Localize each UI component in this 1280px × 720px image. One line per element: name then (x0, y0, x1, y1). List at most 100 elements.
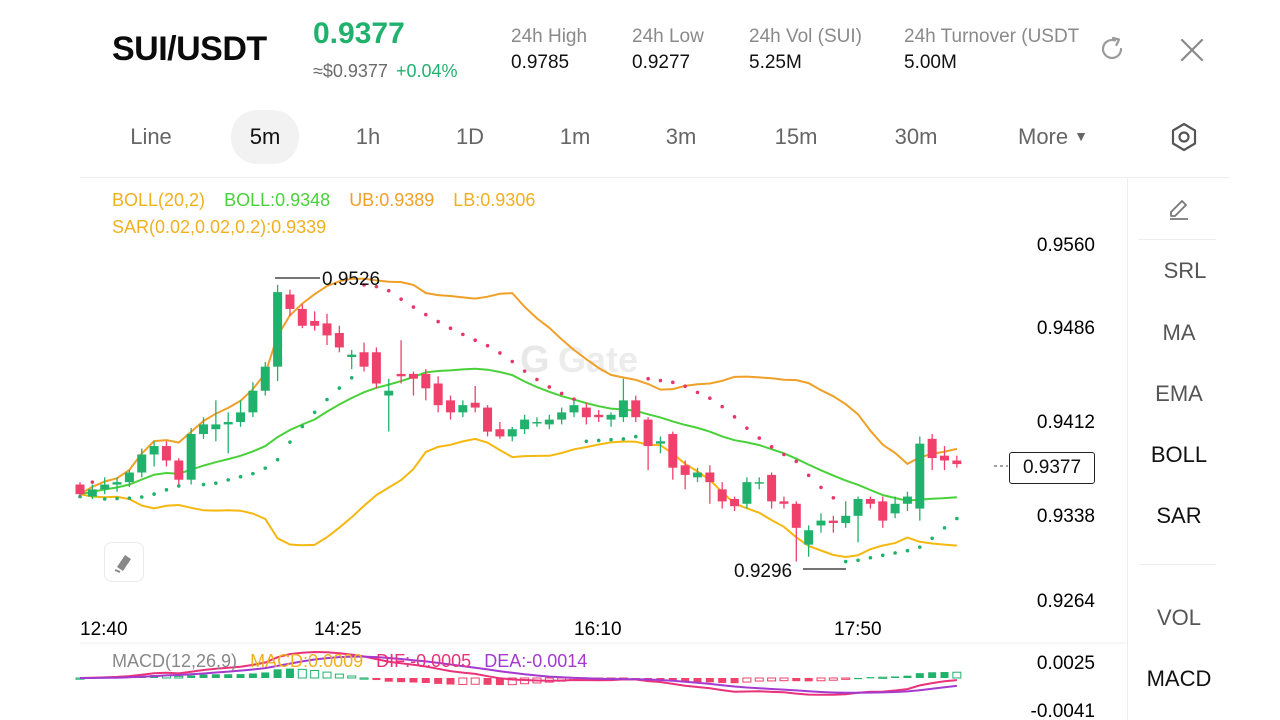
sidebar-item-vol[interactable]: VOL (1156, 605, 1202, 630)
boll-value: BOLL:0.9348 (224, 190, 331, 210)
candle-body (371, 352, 381, 384)
tab-1m[interactable]: 1m (559, 124, 591, 149)
close-icon[interactable] (1178, 36, 1206, 64)
lb-value: LB:0.9306 (453, 190, 536, 210)
sar-dot (547, 385, 552, 389)
candle-body (149, 446, 159, 455)
candle-body (495, 429, 505, 437)
candle-body (124, 472, 134, 483)
macd-bar (236, 674, 245, 678)
candle-body (223, 422, 233, 425)
sar-dots (78, 283, 959, 564)
candle (297, 304, 307, 329)
sar-dot (300, 424, 305, 429)
sar-dot (609, 437, 613, 442)
candle-body (878, 501, 888, 521)
sidebar-item-ma[interactable]: MA (1162, 320, 1196, 345)
sidebar-item-boll[interactable]: BOLL (1150, 442, 1208, 467)
candle (211, 400, 221, 442)
stat-volume: 24h Vol (SUI) 5.25M (749, 26, 862, 74)
sidebar-item-sar[interactable]: SAR (1156, 503, 1202, 528)
candle (507, 426, 517, 442)
sar-dot (386, 288, 391, 293)
macd-bar (779, 677, 789, 682)
macd-bar (816, 677, 826, 682)
candle-body (421, 373, 431, 389)
candle-body (507, 429, 517, 437)
candle-body (791, 503, 801, 528)
time-tick: 17:50 (834, 619, 882, 640)
macd-bar (940, 672, 949, 678)
candle-body (285, 294, 295, 309)
tab-5m[interactable]: 5m (231, 110, 299, 164)
tab-line[interactable]: Line (130, 124, 172, 149)
candle-body (668, 434, 678, 468)
candle-body (841, 515, 851, 524)
sar-dot (522, 369, 527, 373)
candlestick-chart[interactable]: G Gate 0.9526 0.9296 0.9560 0.9486 0.941… (0, 0, 1128, 720)
candle-body (828, 520, 838, 524)
candle (594, 409, 604, 422)
price-change: +0.04% (395, 61, 458, 81)
tab-15m[interactable]: 15m (774, 124, 818, 149)
edit-icon[interactable] (1166, 196, 1192, 222)
candle (520, 414, 530, 435)
candle (878, 496, 888, 528)
sidebar-item-macd[interactable]: MACD (1146, 666, 1212, 691)
candle-body (470, 402, 480, 408)
macd-name: MACD(12,26,9) (112, 651, 238, 671)
sar-dot (695, 390, 700, 395)
sar-dot (362, 283, 366, 287)
sar-dot (769, 445, 774, 449)
candle (260, 361, 270, 396)
tab-1d[interactable]: 1D (455, 124, 485, 149)
sar-dot (905, 548, 910, 553)
macd-bar (458, 677, 468, 685)
tab-3m[interactable]: 3m (665, 124, 697, 149)
candle (767, 472, 777, 509)
macd-bar (199, 674, 208, 678)
candle (902, 491, 912, 511)
candle (495, 422, 505, 439)
sar-dot (819, 485, 823, 490)
candles (75, 284, 962, 562)
sar-dot (584, 439, 589, 444)
candle-body (384, 390, 394, 396)
candle-body (693, 472, 702, 478)
sar-dot (275, 457, 280, 462)
candle (433, 376, 443, 413)
macd-bar (372, 678, 381, 681)
macd-bar (483, 678, 492, 685)
refresh-icon[interactable] (1097, 34, 1127, 64)
sar-dot (782, 452, 786, 457)
settings-icon[interactable] (1168, 121, 1200, 153)
draw-tool-button[interactable] (104, 542, 144, 582)
candle (693, 467, 702, 483)
macd-bar (718, 678, 727, 683)
candle-body (273, 292, 283, 367)
macd-bar (928, 672, 937, 678)
stat-value: 0.9277 (632, 52, 691, 73)
stat-turnover: 24h Turnover (USDT 5.00M (904, 26, 1086, 74)
macd-bar (656, 678, 665, 680)
draw-tool-icon (114, 555, 131, 573)
candle (310, 311, 320, 331)
tab-30m[interactable]: 30m (894, 124, 938, 149)
stat-value: 5.00M (904, 52, 957, 73)
candle (606, 412, 616, 427)
macd-bar (297, 668, 307, 679)
boll-middle-band (79, 367, 957, 502)
sar-dot (942, 526, 947, 530)
time-axis: 12:40 14:25 16:10 17:50 (80, 619, 882, 640)
macd-bar (434, 678, 443, 684)
sidebar-item-ema[interactable]: EMA (1155, 381, 1203, 406)
candle (322, 313, 332, 346)
more-dropdown[interactable]: More ▼ (1005, 110, 1101, 164)
sidebar-item-srl[interactable]: SRL (1163, 258, 1207, 283)
sar-dot (918, 545, 922, 549)
price-sub: ≈$0.9377 +0.04% (313, 61, 458, 82)
tab-1h[interactable]: 1h (355, 124, 381, 149)
macd-bar (248, 673, 257, 678)
macd-bar (792, 678, 801, 682)
candle-body (717, 489, 727, 502)
